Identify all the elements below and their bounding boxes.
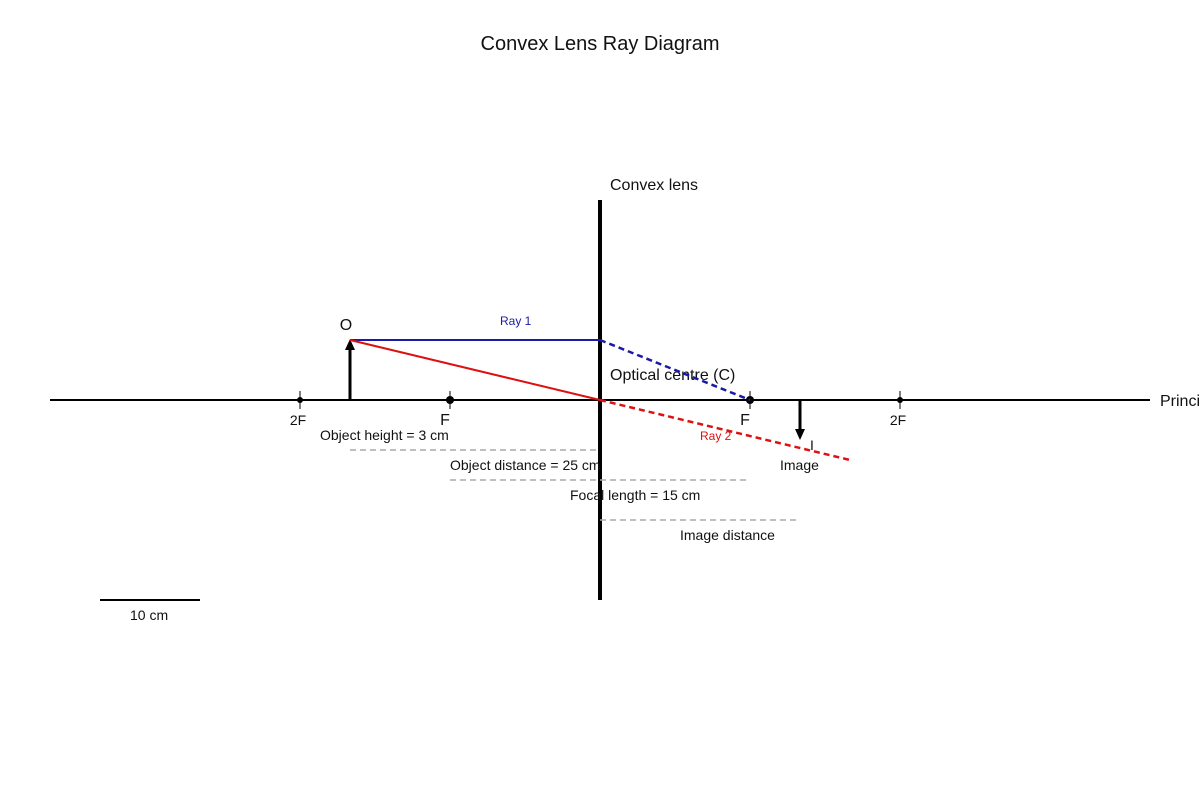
object-height-label: Object height = 3 cm bbox=[320, 427, 449, 443]
image-arrow-head bbox=[795, 429, 805, 440]
image-distance-label: Image distance bbox=[680, 527, 775, 543]
ray1-refracted bbox=[599, 338, 751, 402]
ray1-label: Ray 1 bbox=[500, 314, 532, 328]
diagram-title: Convex Lens Ray Diagram bbox=[481, 33, 720, 55]
ray2-incident bbox=[349, 339, 601, 401]
image-label: Image bbox=[780, 457, 819, 473]
f-left-point bbox=[446, 396, 454, 404]
twof-left-point bbox=[297, 397, 303, 403]
object-label: O bbox=[340, 317, 352, 334]
ray2-refracted bbox=[599, 398, 851, 462]
focal-length-label: Focal length = 15 cm bbox=[570, 487, 700, 503]
twof-right-label: 2F bbox=[890, 412, 906, 428]
principal-axis-label: Principal axis bbox=[1160, 393, 1200, 410]
scale-bar-label: 10 cm bbox=[130, 607, 168, 623]
lens-label: Convex lens bbox=[610, 177, 698, 194]
ray2-label: Ray 2 bbox=[700, 429, 732, 443]
twof-left-label: 2F bbox=[290, 412, 306, 428]
image-marker-label: I bbox=[810, 437, 814, 453]
f-left-label: F bbox=[440, 412, 450, 429]
object-arrow-head bbox=[345, 339, 355, 350]
optical-centre-label: Optical centre (C) bbox=[610, 367, 735, 384]
f-right-label: F bbox=[740, 412, 750, 429]
twof-right-point bbox=[897, 397, 903, 403]
object-distance-label: Object distance = 25 cm bbox=[450, 457, 601, 473]
